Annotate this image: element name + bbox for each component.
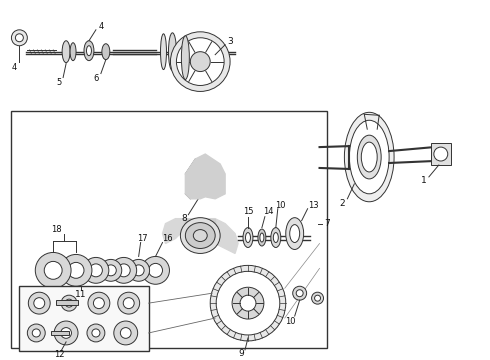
- Ellipse shape: [315, 295, 320, 301]
- Bar: [11, 111, 327, 348]
- Ellipse shape: [84, 41, 94, 60]
- Circle shape: [171, 32, 230, 91]
- Circle shape: [15, 34, 24, 42]
- Circle shape: [111, 257, 137, 283]
- Circle shape: [11, 30, 27, 46]
- Ellipse shape: [286, 218, 304, 249]
- Circle shape: [61, 328, 72, 338]
- Text: 14: 14: [263, 207, 273, 216]
- Ellipse shape: [260, 233, 264, 242]
- Circle shape: [35, 252, 71, 288]
- Circle shape: [87, 324, 105, 342]
- Text: 11: 11: [75, 290, 87, 299]
- Ellipse shape: [180, 218, 220, 253]
- Circle shape: [117, 264, 130, 277]
- Circle shape: [216, 271, 280, 335]
- Text: 8: 8: [181, 214, 187, 223]
- Circle shape: [27, 324, 45, 342]
- Circle shape: [121, 328, 131, 338]
- Bar: [20, 286, 148, 351]
- Circle shape: [54, 321, 78, 345]
- Ellipse shape: [86, 46, 92, 56]
- Circle shape: [240, 295, 256, 311]
- Ellipse shape: [271, 228, 281, 247]
- Circle shape: [83, 257, 109, 283]
- Circle shape: [232, 287, 264, 319]
- Circle shape: [92, 329, 100, 337]
- Ellipse shape: [161, 34, 167, 69]
- Circle shape: [100, 260, 122, 281]
- Text: 3: 3: [227, 37, 233, 46]
- Circle shape: [210, 265, 286, 341]
- Circle shape: [118, 292, 140, 314]
- Text: 17: 17: [137, 234, 148, 243]
- Ellipse shape: [245, 233, 250, 243]
- Circle shape: [190, 52, 210, 72]
- Text: 2: 2: [340, 199, 345, 208]
- Text: 10: 10: [275, 201, 286, 210]
- Text: 1: 1: [421, 176, 427, 185]
- Circle shape: [142, 256, 170, 284]
- Text: 16: 16: [162, 234, 173, 243]
- Circle shape: [148, 264, 163, 277]
- Text: 18: 18: [51, 225, 61, 234]
- Polygon shape: [185, 219, 215, 229]
- Text: 5: 5: [56, 78, 62, 87]
- Ellipse shape: [349, 120, 389, 194]
- Ellipse shape: [296, 290, 303, 297]
- Ellipse shape: [290, 225, 300, 243]
- Text: 9: 9: [238, 349, 244, 358]
- Ellipse shape: [194, 230, 207, 242]
- Circle shape: [28, 292, 50, 314]
- Circle shape: [128, 260, 149, 281]
- Ellipse shape: [361, 142, 377, 172]
- Ellipse shape: [62, 41, 70, 63]
- Ellipse shape: [258, 229, 266, 246]
- Ellipse shape: [185, 222, 215, 248]
- Text: 12: 12: [54, 350, 64, 359]
- Text: 7: 7: [324, 219, 330, 228]
- Text: 13: 13: [308, 201, 319, 210]
- Circle shape: [65, 299, 73, 307]
- Text: 10: 10: [286, 316, 296, 325]
- Bar: [431, 143, 451, 165]
- Polygon shape: [163, 219, 238, 253]
- Text: 4: 4: [12, 63, 17, 72]
- Circle shape: [176, 38, 224, 85]
- Ellipse shape: [357, 135, 381, 179]
- Ellipse shape: [293, 286, 307, 300]
- Text: 4: 4: [98, 22, 103, 31]
- Circle shape: [133, 265, 144, 276]
- Circle shape: [123, 298, 134, 309]
- Circle shape: [90, 264, 102, 277]
- Circle shape: [34, 298, 45, 309]
- Ellipse shape: [102, 44, 110, 60]
- Text: 6: 6: [93, 74, 98, 83]
- Circle shape: [32, 329, 40, 337]
- Circle shape: [61, 295, 77, 311]
- Bar: [56, 300, 78, 305]
- Ellipse shape: [181, 36, 189, 80]
- Bar: [51, 331, 69, 335]
- Polygon shape: [185, 154, 225, 199]
- Circle shape: [60, 255, 92, 286]
- Circle shape: [68, 262, 84, 278]
- Circle shape: [94, 298, 104, 309]
- Ellipse shape: [312, 292, 323, 304]
- Text: 15: 15: [243, 207, 253, 216]
- Ellipse shape: [70, 43, 76, 60]
- Circle shape: [114, 321, 138, 345]
- Ellipse shape: [169, 33, 176, 71]
- Ellipse shape: [273, 233, 278, 243]
- Circle shape: [44, 261, 62, 279]
- Circle shape: [105, 265, 116, 276]
- Circle shape: [434, 147, 448, 161]
- Circle shape: [88, 292, 110, 314]
- Ellipse shape: [344, 112, 394, 202]
- Ellipse shape: [243, 228, 253, 247]
